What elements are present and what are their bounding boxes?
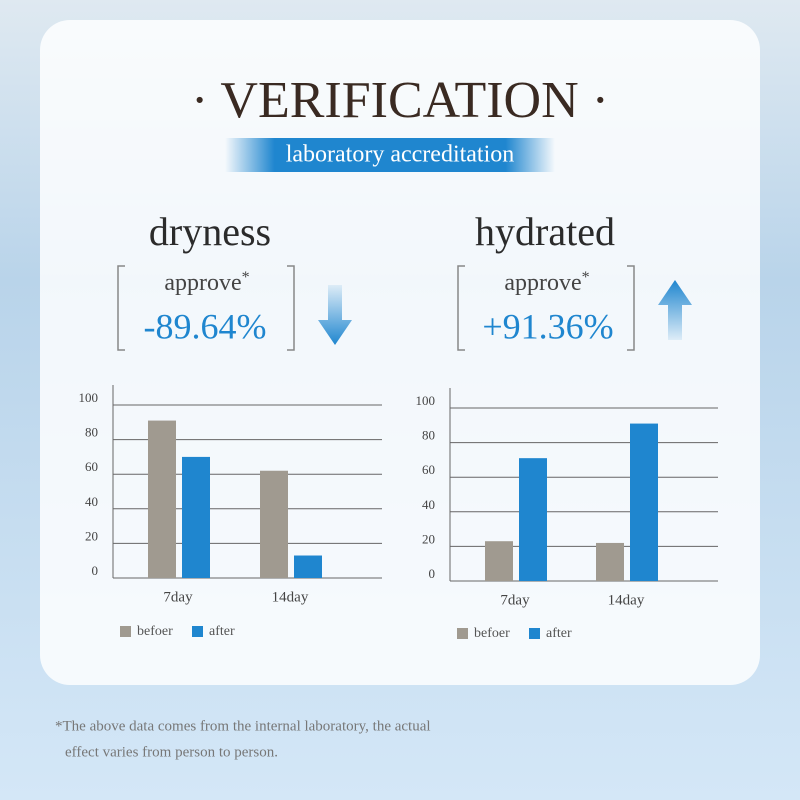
bar: [519, 458, 547, 581]
x-tick-label: 7day: [163, 589, 193, 605]
stat-value: -89.64%: [144, 306, 267, 346]
x-tick-label: 7day: [500, 592, 530, 608]
y-tick-label: 0: [92, 563, 99, 578]
stat-note: approve*: [504, 269, 589, 296]
stat-note-text: approve: [164, 270, 241, 296]
stat-note-text: approve: [504, 270, 581, 296]
bracket: [457, 265, 635, 351]
y-tick-label: 40: [85, 494, 98, 509]
legend-label: befoer: [137, 624, 173, 639]
legend-swatch: [457, 628, 468, 639]
y-tick-label: 100: [79, 390, 99, 405]
y-tick-label: 20: [422, 531, 435, 546]
y-tick-label: 20: [85, 528, 98, 543]
legend-label: after: [546, 626, 572, 641]
bar: [182, 456, 210, 578]
banner: [225, 138, 555, 172]
y-tick-label: 60: [85, 459, 98, 474]
footnote: effect varies from person to person.: [65, 744, 278, 760]
subtitle: laboratory accreditation: [286, 142, 515, 168]
stat-note: approve*: [164, 269, 249, 296]
y-tick-label: 40: [422, 497, 435, 512]
bar: [630, 423, 658, 581]
stat-label: dryness: [149, 209, 271, 254]
stat-label: hydrated: [475, 209, 615, 254]
bar: [260, 470, 288, 578]
legend-swatch: [529, 628, 540, 639]
bar: [596, 542, 624, 581]
footnote: *The above data comes from the internal …: [55, 718, 431, 734]
stat-value: +91.36%: [482, 306, 613, 346]
arrow-down: [318, 285, 352, 345]
legend-swatch: [192, 626, 203, 637]
asterisk: *: [582, 269, 590, 286]
bar: [148, 420, 176, 578]
y-tick-label: 100: [416, 393, 436, 408]
card: [40, 20, 760, 685]
x-tick-label: 14day: [608, 592, 645, 608]
y-tick-label: 60: [422, 462, 435, 477]
legend-label: after: [209, 624, 235, 639]
asterisk: *: [242, 269, 250, 286]
y-tick-label: 80: [85, 425, 98, 440]
bar: [294, 555, 322, 578]
bracket: [117, 265, 295, 351]
x-tick-label: 14day: [272, 589, 309, 605]
arrow-up: [658, 280, 692, 340]
y-tick-label: 80: [422, 428, 435, 443]
legend-swatch: [120, 626, 131, 637]
title: · VERIFICATION ·: [191, 72, 609, 129]
y-tick-label: 0: [429, 566, 436, 581]
legend-label: befoer: [474, 626, 510, 641]
bar: [485, 541, 513, 581]
